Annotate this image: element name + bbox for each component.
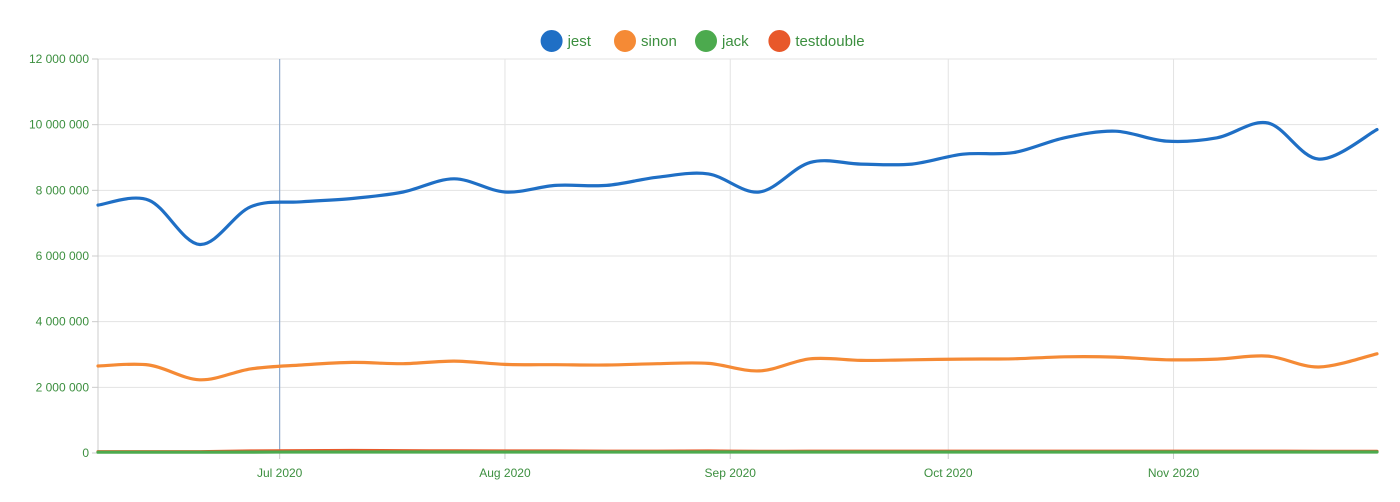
y-tick-label: 0 bbox=[82, 446, 89, 460]
y-tick-label: 6 000 000 bbox=[36, 249, 90, 263]
series-lines bbox=[98, 122, 1377, 452]
legend-item-jack[interactable]: jack bbox=[696, 31, 750, 52]
y-tick-label: 2 000 000 bbox=[36, 380, 90, 394]
legend-label: testdouble bbox=[795, 33, 864, 50]
legend-item-sinon[interactable]: sinon bbox=[615, 31, 677, 52]
legend-label: jest bbox=[567, 33, 592, 50]
y-tick-label: 4 000 000 bbox=[36, 315, 90, 329]
legend-swatch-jack bbox=[696, 31, 717, 52]
x-tick-label: Nov 2020 bbox=[1148, 466, 1200, 480]
legend-label: jack bbox=[721, 33, 749, 50]
x-tick-label: Aug 2020 bbox=[479, 466, 531, 480]
legend-swatch-sinon bbox=[615, 31, 636, 52]
x-tick-label: Jul 2020 bbox=[257, 466, 303, 480]
series-line-sinon[interactable] bbox=[98, 354, 1377, 380]
y-tick-label: 8 000 000 bbox=[36, 183, 90, 197]
legend-swatch-jest bbox=[541, 31, 562, 52]
axes: 0 2 000 000 4 000 000 6 000 000 8 000 000 10 … bbox=[29, 52, 1377, 480]
grid bbox=[98, 59, 1377, 453]
legend-label: sinon bbox=[641, 33, 677, 50]
legend-swatch-testdouble bbox=[769, 31, 790, 52]
y-tick-label: 12 000 000 bbox=[29, 52, 89, 66]
x-tick-label: Sep 2020 bbox=[705, 466, 757, 480]
y-tick-label: 10 000 000 bbox=[29, 118, 89, 132]
legend-item-jest[interactable]: jest bbox=[541, 31, 592, 52]
series-line-jest[interactable] bbox=[98, 122, 1377, 244]
legend: jest sinon jack testdouble bbox=[541, 31, 865, 52]
legend-item-testdouble[interactable]: testdouble bbox=[769, 31, 865, 52]
x-tick-label: Oct 2020 bbox=[924, 466, 973, 480]
